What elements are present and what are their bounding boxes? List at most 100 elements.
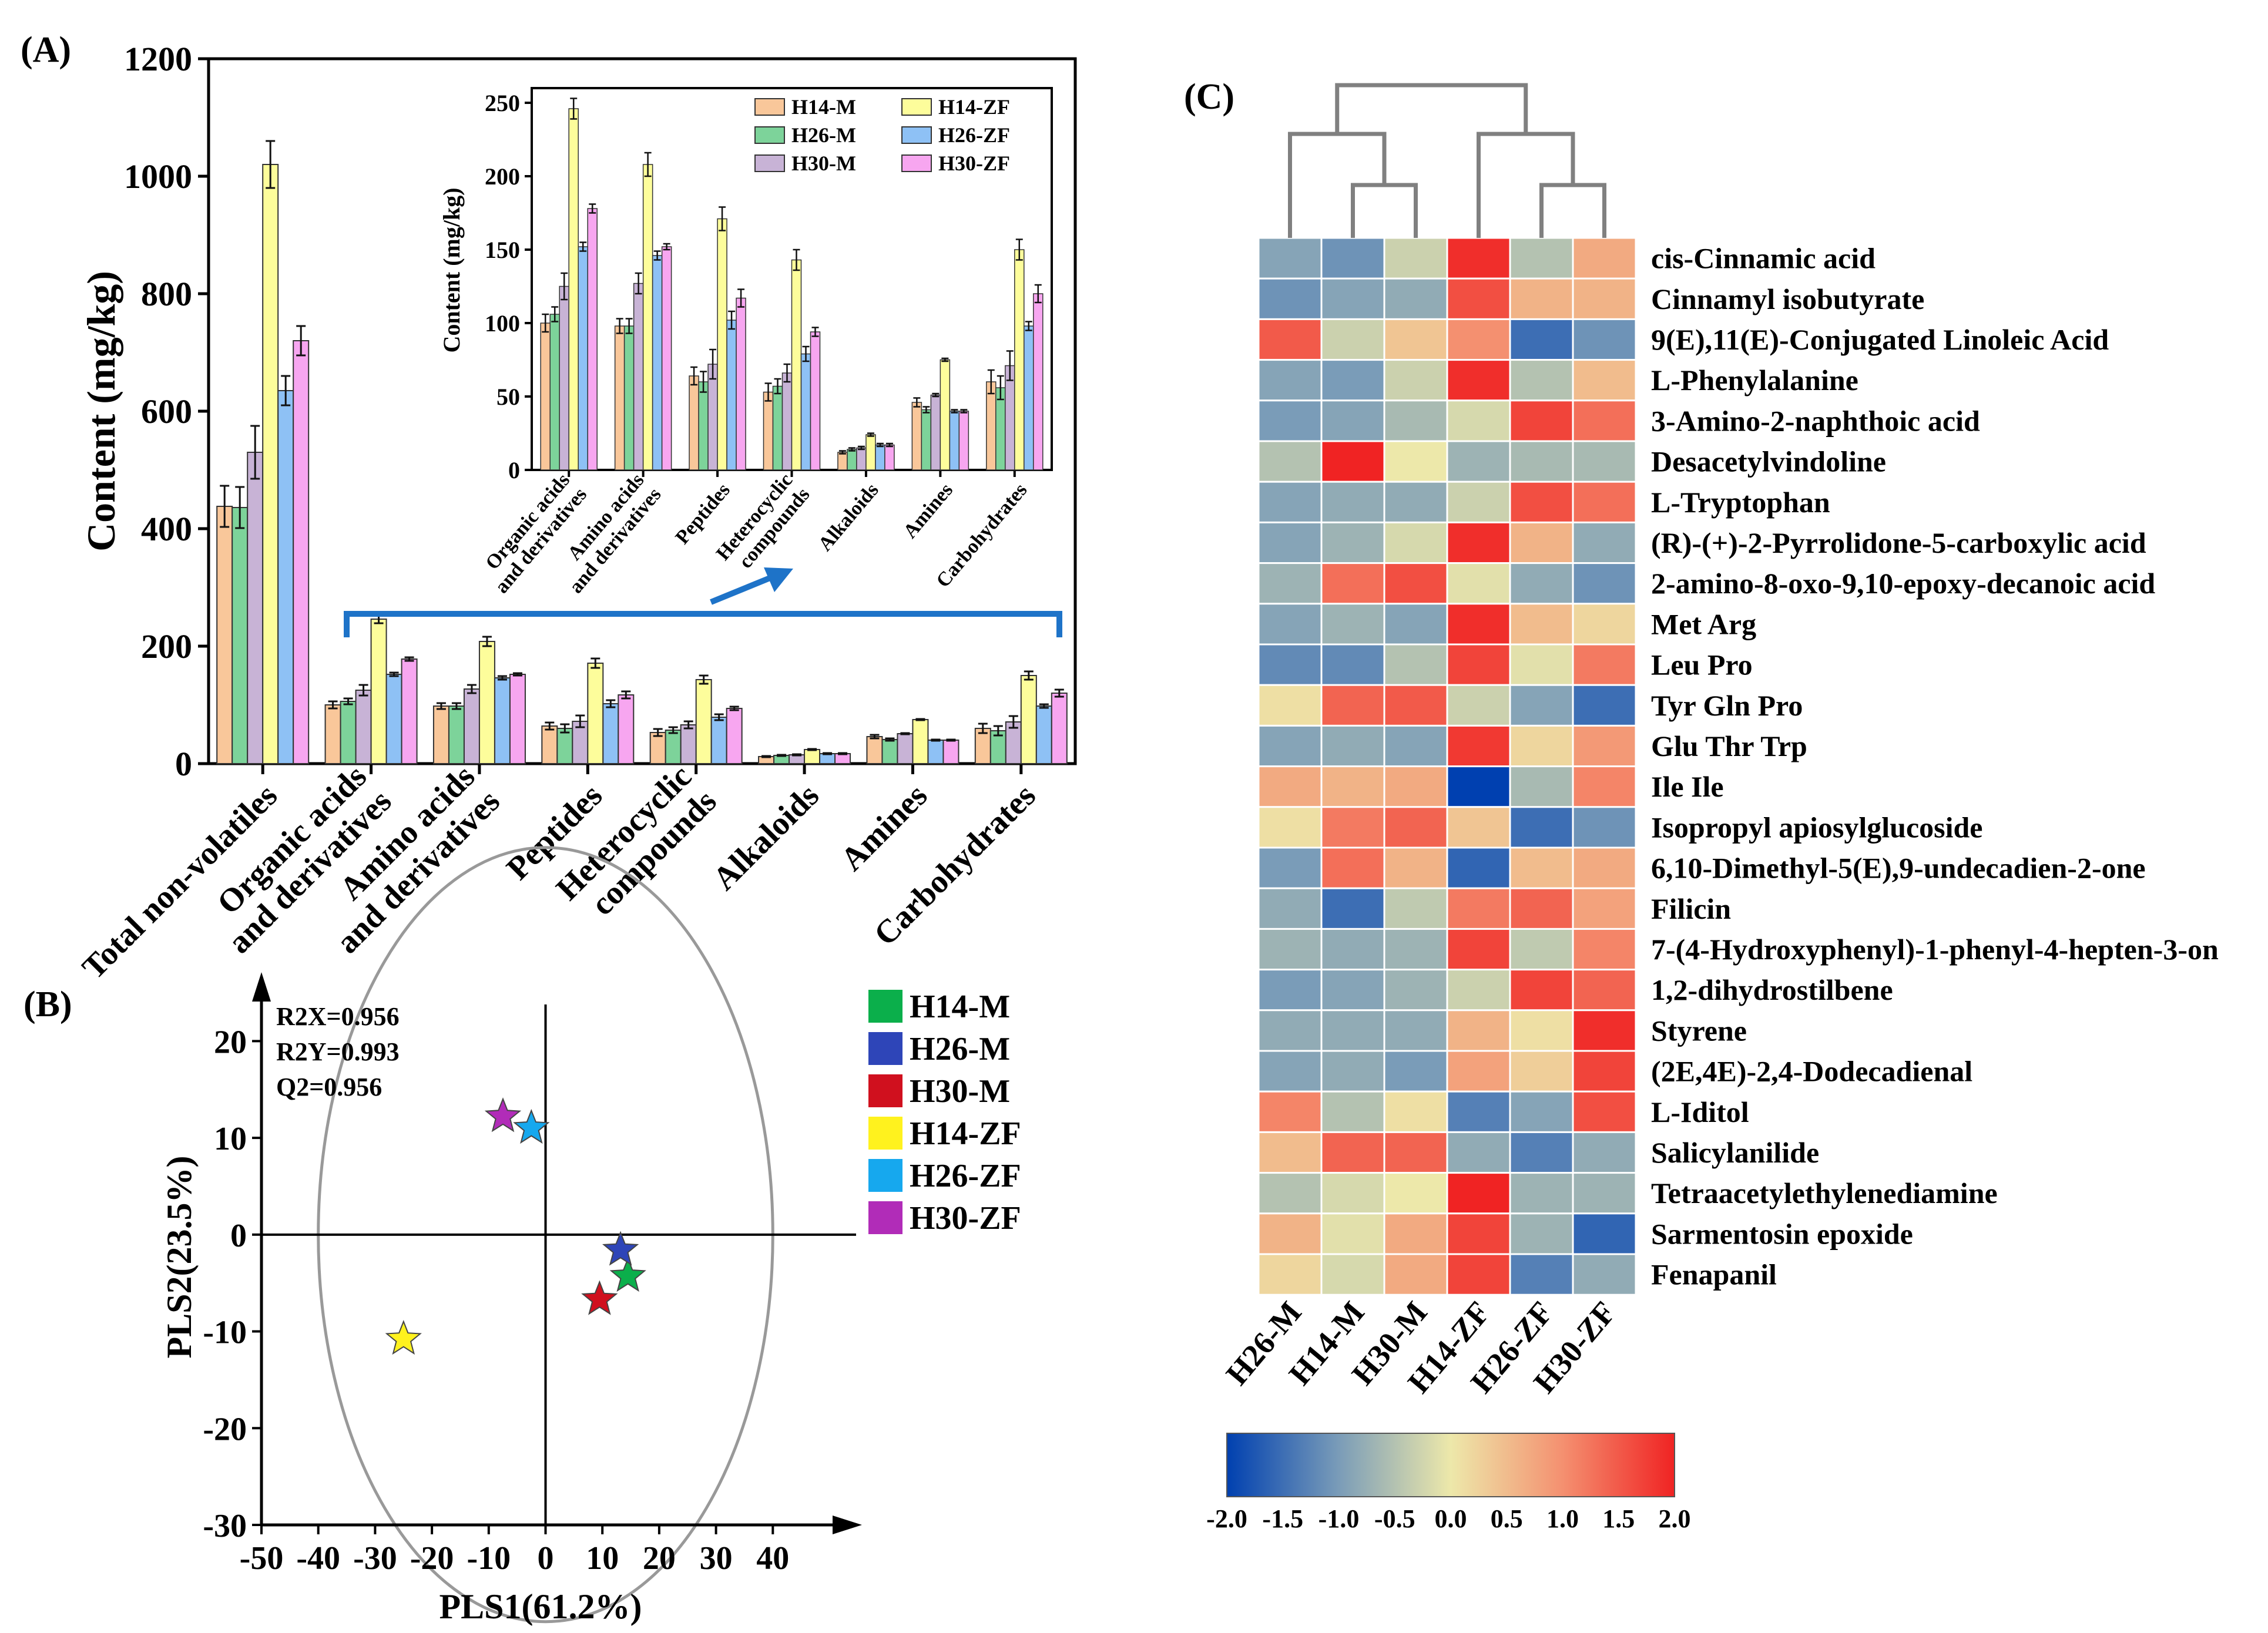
heatmap-cell (1509, 359, 1574, 402)
heatmap-cell (1509, 928, 1574, 971)
heatmap-cell (1320, 562, 1385, 605)
inset-bar (559, 285, 569, 471)
legend-swatch (901, 98, 932, 116)
heatmap-cell (1509, 399, 1574, 442)
heatmap-cell (1446, 724, 1511, 768)
inset-x-tick-label-line: Amines (899, 479, 957, 543)
row-label: Glu Thr Trp (1651, 730, 1807, 762)
heatmap-cell (1446, 846, 1511, 889)
y-tick-label: -30 (203, 1508, 247, 1544)
inset-y-tick-label: 150 (485, 237, 520, 263)
score-point (484, 1097, 522, 1133)
inset-bar (633, 283, 644, 471)
heatmap-cell (1446, 1253, 1511, 1296)
inset-bar (772, 385, 783, 471)
heatmap-cell (1320, 603, 1385, 646)
legend-label: H26-ZF (910, 1158, 1021, 1194)
heatmap-cell (1572, 765, 1637, 808)
heatmap-cell (1572, 562, 1637, 605)
inset-bar (623, 325, 635, 471)
bar (247, 452, 264, 764)
bar (432, 705, 449, 764)
score-point (513, 1108, 550, 1144)
heatmap-cell (1383, 237, 1448, 280)
inset-bar (856, 447, 867, 471)
bar (355, 690, 372, 764)
heatmap-cell (1572, 1009, 1637, 1052)
colorbar-tick-label: -0.5 (1374, 1504, 1415, 1533)
heatmap-cell (1257, 724, 1323, 768)
heatmap-cell (1383, 277, 1448, 320)
heatmap-cell (1509, 1009, 1574, 1052)
heatmap-cell (1383, 765, 1448, 808)
legend-label: H30-ZF (938, 152, 1010, 175)
bar (618, 694, 635, 764)
heatmap-cell (1572, 928, 1637, 971)
legend-label: H30-ZF (910, 1200, 1021, 1236)
x-tick-label-line: Amines (834, 777, 934, 878)
heatmap-cell (1257, 1131, 1323, 1174)
bar (602, 703, 619, 764)
colorbar-tick-label: 1.5 (1602, 1504, 1635, 1533)
heatmap-cell (1572, 481, 1637, 523)
inset-bar (578, 246, 588, 471)
legend-label: H26-ZF (938, 123, 1010, 147)
colorbar-tick-label: -1.5 (1262, 1504, 1303, 1533)
inset-bar (661, 246, 672, 471)
legend-swatch (754, 126, 785, 144)
row-label: L-Iditol (1651, 1096, 1749, 1128)
heatmap-cell (1320, 1050, 1385, 1093)
row-label: Leu Pro (1651, 649, 1753, 681)
heatmap-cell (1509, 969, 1574, 1012)
panel-label-c: (C) (1184, 77, 1234, 117)
heatmap-cell (1320, 277, 1385, 320)
y-tick-label: 0 (230, 1218, 247, 1254)
inset-bar (1014, 249, 1025, 471)
heatmap-cell (1572, 887, 1637, 930)
legend-label: H26-M (791, 123, 856, 147)
bar (942, 740, 959, 764)
heatmap-cell (1446, 1050, 1511, 1093)
heatmap-cell (1509, 521, 1574, 565)
heatmap-cell (1446, 521, 1511, 565)
heatmap-cell (1446, 928, 1511, 971)
heatmap-cell (1509, 562, 1574, 605)
heatmap-cell (1446, 1131, 1511, 1174)
inset-y-tick-label: 200 (485, 163, 520, 190)
inset-bar (884, 444, 895, 471)
inset-bar (736, 297, 746, 471)
heatmap-cell (1320, 1090, 1385, 1133)
heatmap-cell (1383, 1253, 1448, 1296)
row-label: Ile Ile (1651, 770, 1724, 803)
heatmap-cell (1446, 237, 1511, 280)
inset-bar (1005, 365, 1015, 471)
colorbar-tick-label: 2.0 (1659, 1504, 1691, 1533)
inset-bar (1033, 293, 1044, 471)
inset-x-tick-label: Amines (899, 479, 957, 543)
heatmap-cell (1509, 1050, 1574, 1093)
legend-swatch (754, 154, 785, 172)
dendrogram-branch (1351, 183, 1418, 238)
y-tick-label: 0 (175, 745, 192, 783)
heatmap-cell (1257, 1050, 1323, 1093)
bar (478, 641, 495, 764)
heatmap-cell (1572, 1090, 1637, 1133)
heatmap-cell (1509, 237, 1574, 280)
y-tick-label: 800 (141, 275, 192, 313)
inset-bar (587, 208, 598, 471)
legend-label: H26-M (910, 1031, 1010, 1067)
colorbar-tick-label: 1.0 (1546, 1504, 1579, 1533)
bar (463, 688, 480, 764)
heatmap-cell (1509, 887, 1574, 930)
heatmap-cell (1383, 1009, 1448, 1052)
bar (541, 725, 558, 764)
x-tick-label: -20 (410, 1540, 454, 1577)
heatmap-cell (1383, 318, 1448, 361)
heatmap-cell (1320, 887, 1385, 930)
x-axis-arrowhead (833, 1516, 862, 1534)
row-label: Salicylanilide (1651, 1136, 1819, 1169)
heatmap-cell (1383, 1050, 1448, 1093)
heatmap-cell (1320, 1172, 1385, 1215)
heatmap-cell (1446, 399, 1511, 442)
